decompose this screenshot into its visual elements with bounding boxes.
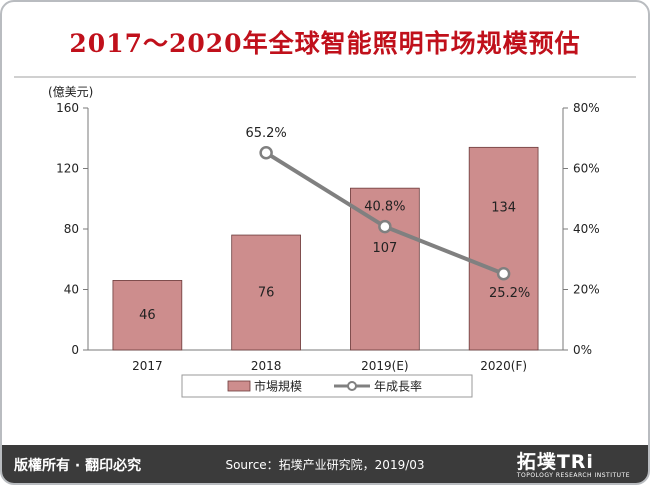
legend-line-marker [347, 381, 357, 391]
logo-wordmark: 拓墣TRi [516, 451, 594, 473]
x-tick-label: 2018 [251, 359, 282, 373]
growth-rate-label: 25.2% [489, 286, 530, 301]
left-axis-unit: (億美元) [48, 85, 93, 99]
chart-title: 2017～2020年全球智能照明市场规模预估 [69, 29, 581, 58]
growth-rate-label: 40.8% [364, 200, 405, 215]
chart: 0 40 80 120 160 (億美元) 0% 20% 40% 60% 80% 46 76 107 134… [48, 85, 600, 398]
bar-value-label: 46 [139, 308, 156, 323]
bar [468, 146, 539, 351]
growth-rate-point [378, 219, 392, 234]
bar [350, 187, 420, 351]
x-tick-label: 2020(F) [480, 359, 527, 373]
bar-value-label: 107 [372, 241, 397, 256]
bar [231, 234, 301, 351]
legend-box [181, 374, 473, 398]
source-note: Source：拓墣产业研究院，2019/03 [225, 458, 425, 472]
left-tick-label: 160 [56, 101, 79, 115]
bar-value-label: 134 [491, 200, 516, 215]
right-tick-label: 80% [573, 101, 600, 115]
tri-logo: 拓墣TRi TOPOLOGY RESEARCH INSTITUTE [517, 447, 630, 479]
bar [112, 280, 183, 351]
legend-bar-swatch [227, 380, 251, 392]
copyright-notice: 版權所有 · 翻印必究 [14, 458, 142, 474]
left-tick-label: 40 [64, 283, 79, 297]
footer-bar: 版權所有 · 翻印必究 Source：拓墣产业研究院，2019/03 拓墣TRi… [2, 445, 648, 483]
right-tick-label: 0% [573, 343, 592, 357]
growth-rate-label: 65.2% [245, 126, 286, 141]
x-tick-label: 2017 [132, 359, 163, 373]
left-tick-label: 120 [56, 162, 79, 176]
x-tick-label: 2019(E) [361, 359, 408, 373]
right-tick-label: 60% [573, 162, 600, 176]
growth-rate-point [496, 267, 511, 281]
bar-value-label: 76 [258, 286, 275, 301]
left-tick-label: 80 [64, 222, 79, 236]
title-divider [14, 76, 636, 78]
legend-line-label: 年成長率 [374, 379, 422, 394]
left-tick-label: 0 [71, 343, 79, 357]
logo-tagline: TOPOLOGY RESEARCH INSTITUTE [516, 472, 630, 479]
right-tick-label: 40% [573, 222, 600, 236]
legend-bar-label: 市場規模 [254, 379, 302, 394]
right-tick-label: 20% [573, 283, 600, 297]
growth-rate-point [259, 146, 273, 160]
